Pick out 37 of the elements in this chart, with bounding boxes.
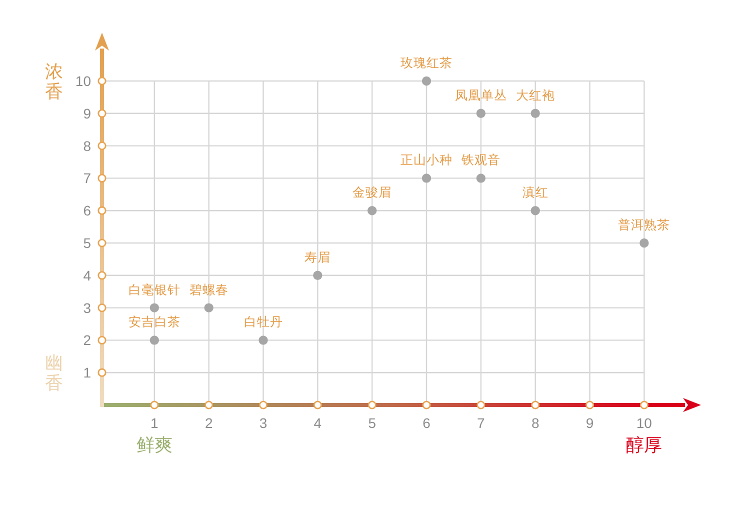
x-tick-label: 5 [368,415,376,431]
y-tick-label: 5 [83,235,91,251]
y-tick-label: 6 [83,202,91,219]
y-tick-label: 1 [83,364,91,381]
data-label: 凤凰单丛 [454,88,507,102]
y-tick-label: 7 [83,170,91,186]
x-tick-label: 1 [150,415,158,431]
y-tick-label: 3 [83,300,91,316]
x-tick-label: 2 [204,415,213,431]
data-label: 滇红 [522,186,548,200]
data-label: 白牡丹 [244,315,283,330]
y-tick-label: 9 [83,105,91,122]
y-axis-title: 浓香 [45,61,63,102]
data-label: 寿眉 [304,250,331,264]
data-label: 金骏眉 [352,186,392,200]
x-tick-label: 8 [531,415,540,431]
annotation: 鲜爽 [136,435,172,455]
x-axis-title: 醇厚 [626,435,662,455]
y-tick-label: 4 [83,267,91,284]
x-tick-label: 3 [259,415,268,431]
data-label: 普洱熟茶 [618,218,670,232]
data-label: 大红袍 [516,88,555,102]
data-label: 正山小种 [400,153,452,168]
x-tick-label: 10 [636,415,652,431]
data-label: 白毫银针 [128,282,180,297]
x-tick-label: 7 [477,415,485,431]
x-tick-label: 6 [422,415,430,431]
y-tick-label: 2 [83,332,91,348]
data-label: 玫瑰红茶 [400,56,452,70]
data-label: 碧螺春 [189,282,228,297]
x-tick-label: 4 [314,415,322,431]
data-label: 铁观音 [461,153,500,168]
x-tick-label: 9 [586,415,594,431]
annotation: 幽香 [45,352,63,393]
y-tick-label: 10 [75,73,91,89]
data-label: 安吉白茶 [128,315,180,330]
y-tick-label: 8 [83,138,91,154]
